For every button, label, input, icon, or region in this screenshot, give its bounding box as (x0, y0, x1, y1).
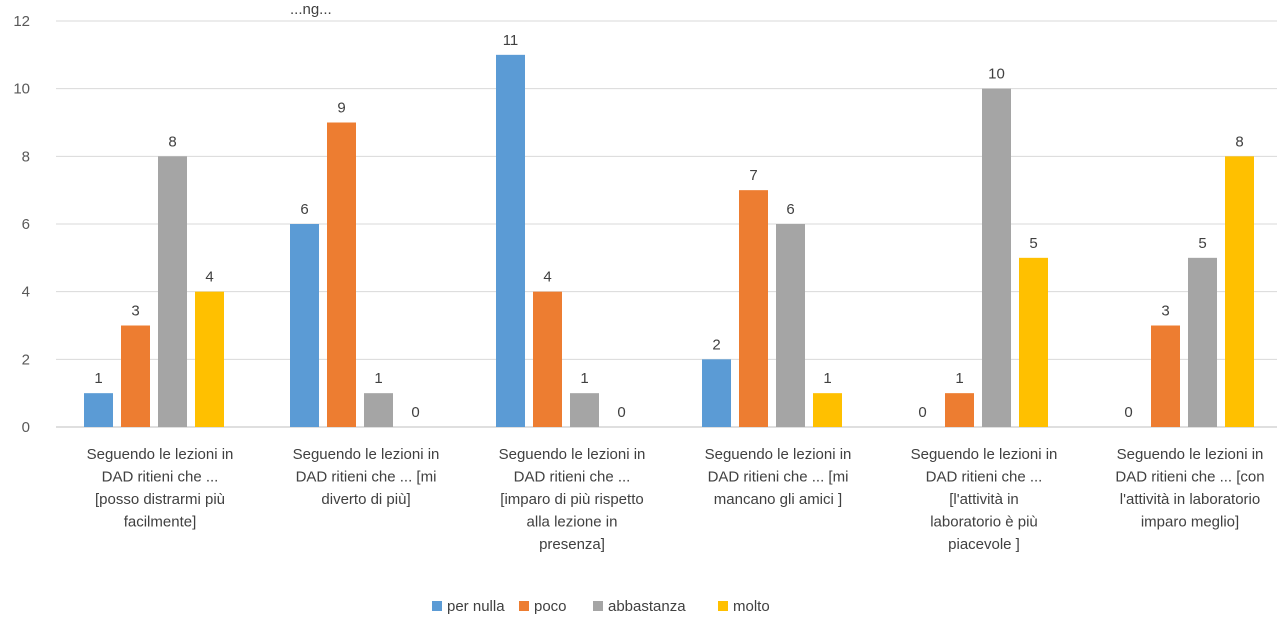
bar-abbastanza (570, 393, 599, 427)
legend-label: abbastanza (608, 598, 686, 615)
chart-title: ...ng... (290, 1, 332, 18)
bar-molto (1019, 257, 1048, 427)
data-label: 3 (131, 303, 139, 320)
data-label: 1 (374, 370, 382, 387)
legend-swatch (519, 601, 529, 611)
bar-molto (813, 393, 842, 427)
data-label: 0 (1124, 404, 1132, 421)
data-label: 5 (1029, 235, 1037, 252)
bar-abbastanza (1188, 257, 1217, 427)
category-label: Seguendo le lezioni in DAD ritieni che ..… (1115, 446, 1264, 531)
category-label: Seguendo le lezioni in DAD ritieni che ..… (87, 446, 234, 531)
y-tick-label: 0 (22, 419, 30, 436)
legend-label: molto (733, 598, 770, 615)
data-label: 1 (580, 370, 588, 387)
legend-label: poco (534, 598, 567, 615)
data-label: 2 (712, 336, 720, 353)
y-tick-label: 2 (22, 351, 30, 368)
x-axis-categories: Seguendo le lezioni in DAD ritieni che ..… (87, 446, 1265, 553)
bar-molto (1225, 156, 1254, 428)
gridlines (56, 20, 1277, 428)
data-label: 7 (749, 167, 757, 184)
bar-poco (1151, 325, 1180, 427)
data-label: 1 (94, 370, 102, 387)
bar-poco (121, 325, 150, 427)
data-label: 5 (1198, 235, 1206, 252)
legend: per nulla poco abbastanza molto (432, 598, 770, 615)
data-label: 4 (543, 269, 551, 286)
data-label: 1 (955, 370, 963, 387)
bar-poco (327, 122, 356, 427)
legend-swatch (718, 601, 728, 611)
bar-abbastanza (776, 224, 805, 427)
bar-molto (195, 291, 224, 427)
bar-per-nulla (84, 393, 113, 427)
legend-swatch (593, 601, 603, 611)
y-tick-label: 12 (13, 13, 30, 30)
category-label: Seguendo le lezioni in DAD ritieni che ..… (293, 446, 440, 508)
legend-label: per nulla (447, 598, 505, 615)
data-label: 3 (1161, 303, 1169, 320)
data-label: 11 (503, 32, 519, 49)
data-label: 9 (337, 100, 345, 117)
legend-swatch (432, 601, 442, 611)
data-label: 6 (786, 201, 794, 218)
data-label: 6 (300, 201, 308, 218)
bar-poco (945, 393, 974, 427)
bar-per-nulla (496, 54, 525, 427)
category-label: Seguendo le lezioni in DAD ritieni che ..… (705, 446, 852, 508)
bar-abbastanza (158, 156, 187, 428)
y-axis: 0 2 4 6 8 10 12 (13, 13, 30, 436)
data-label: 1 (823, 370, 831, 387)
bar-abbastanza (364, 393, 393, 427)
y-tick-label: 8 (22, 148, 30, 165)
y-tick-label: 4 (22, 284, 30, 301)
data-label: 8 (1235, 133, 1243, 150)
category-label: Seguendo le lezioni in DAD ritieni che ..… (499, 446, 646, 553)
bar-poco (533, 291, 562, 427)
data-label: 4 (205, 269, 213, 286)
data-label: 10 (988, 66, 1005, 83)
y-tick-label: 10 (13, 81, 30, 98)
y-tick-label: 6 (22, 216, 30, 233)
data-label: 0 (918, 404, 926, 421)
data-label: 0 (411, 404, 419, 421)
category-label: Seguendo le lezioni in DAD ritieni che ..… (911, 446, 1058, 553)
data-label: 0 (617, 404, 625, 421)
bar-poco (739, 190, 768, 427)
bars (84, 54, 1254, 428)
bar-per-nulla (702, 359, 731, 427)
data-label: 8 (168, 133, 176, 150)
bar-per-nulla (290, 224, 319, 427)
bar-abbastanza (982, 88, 1011, 428)
